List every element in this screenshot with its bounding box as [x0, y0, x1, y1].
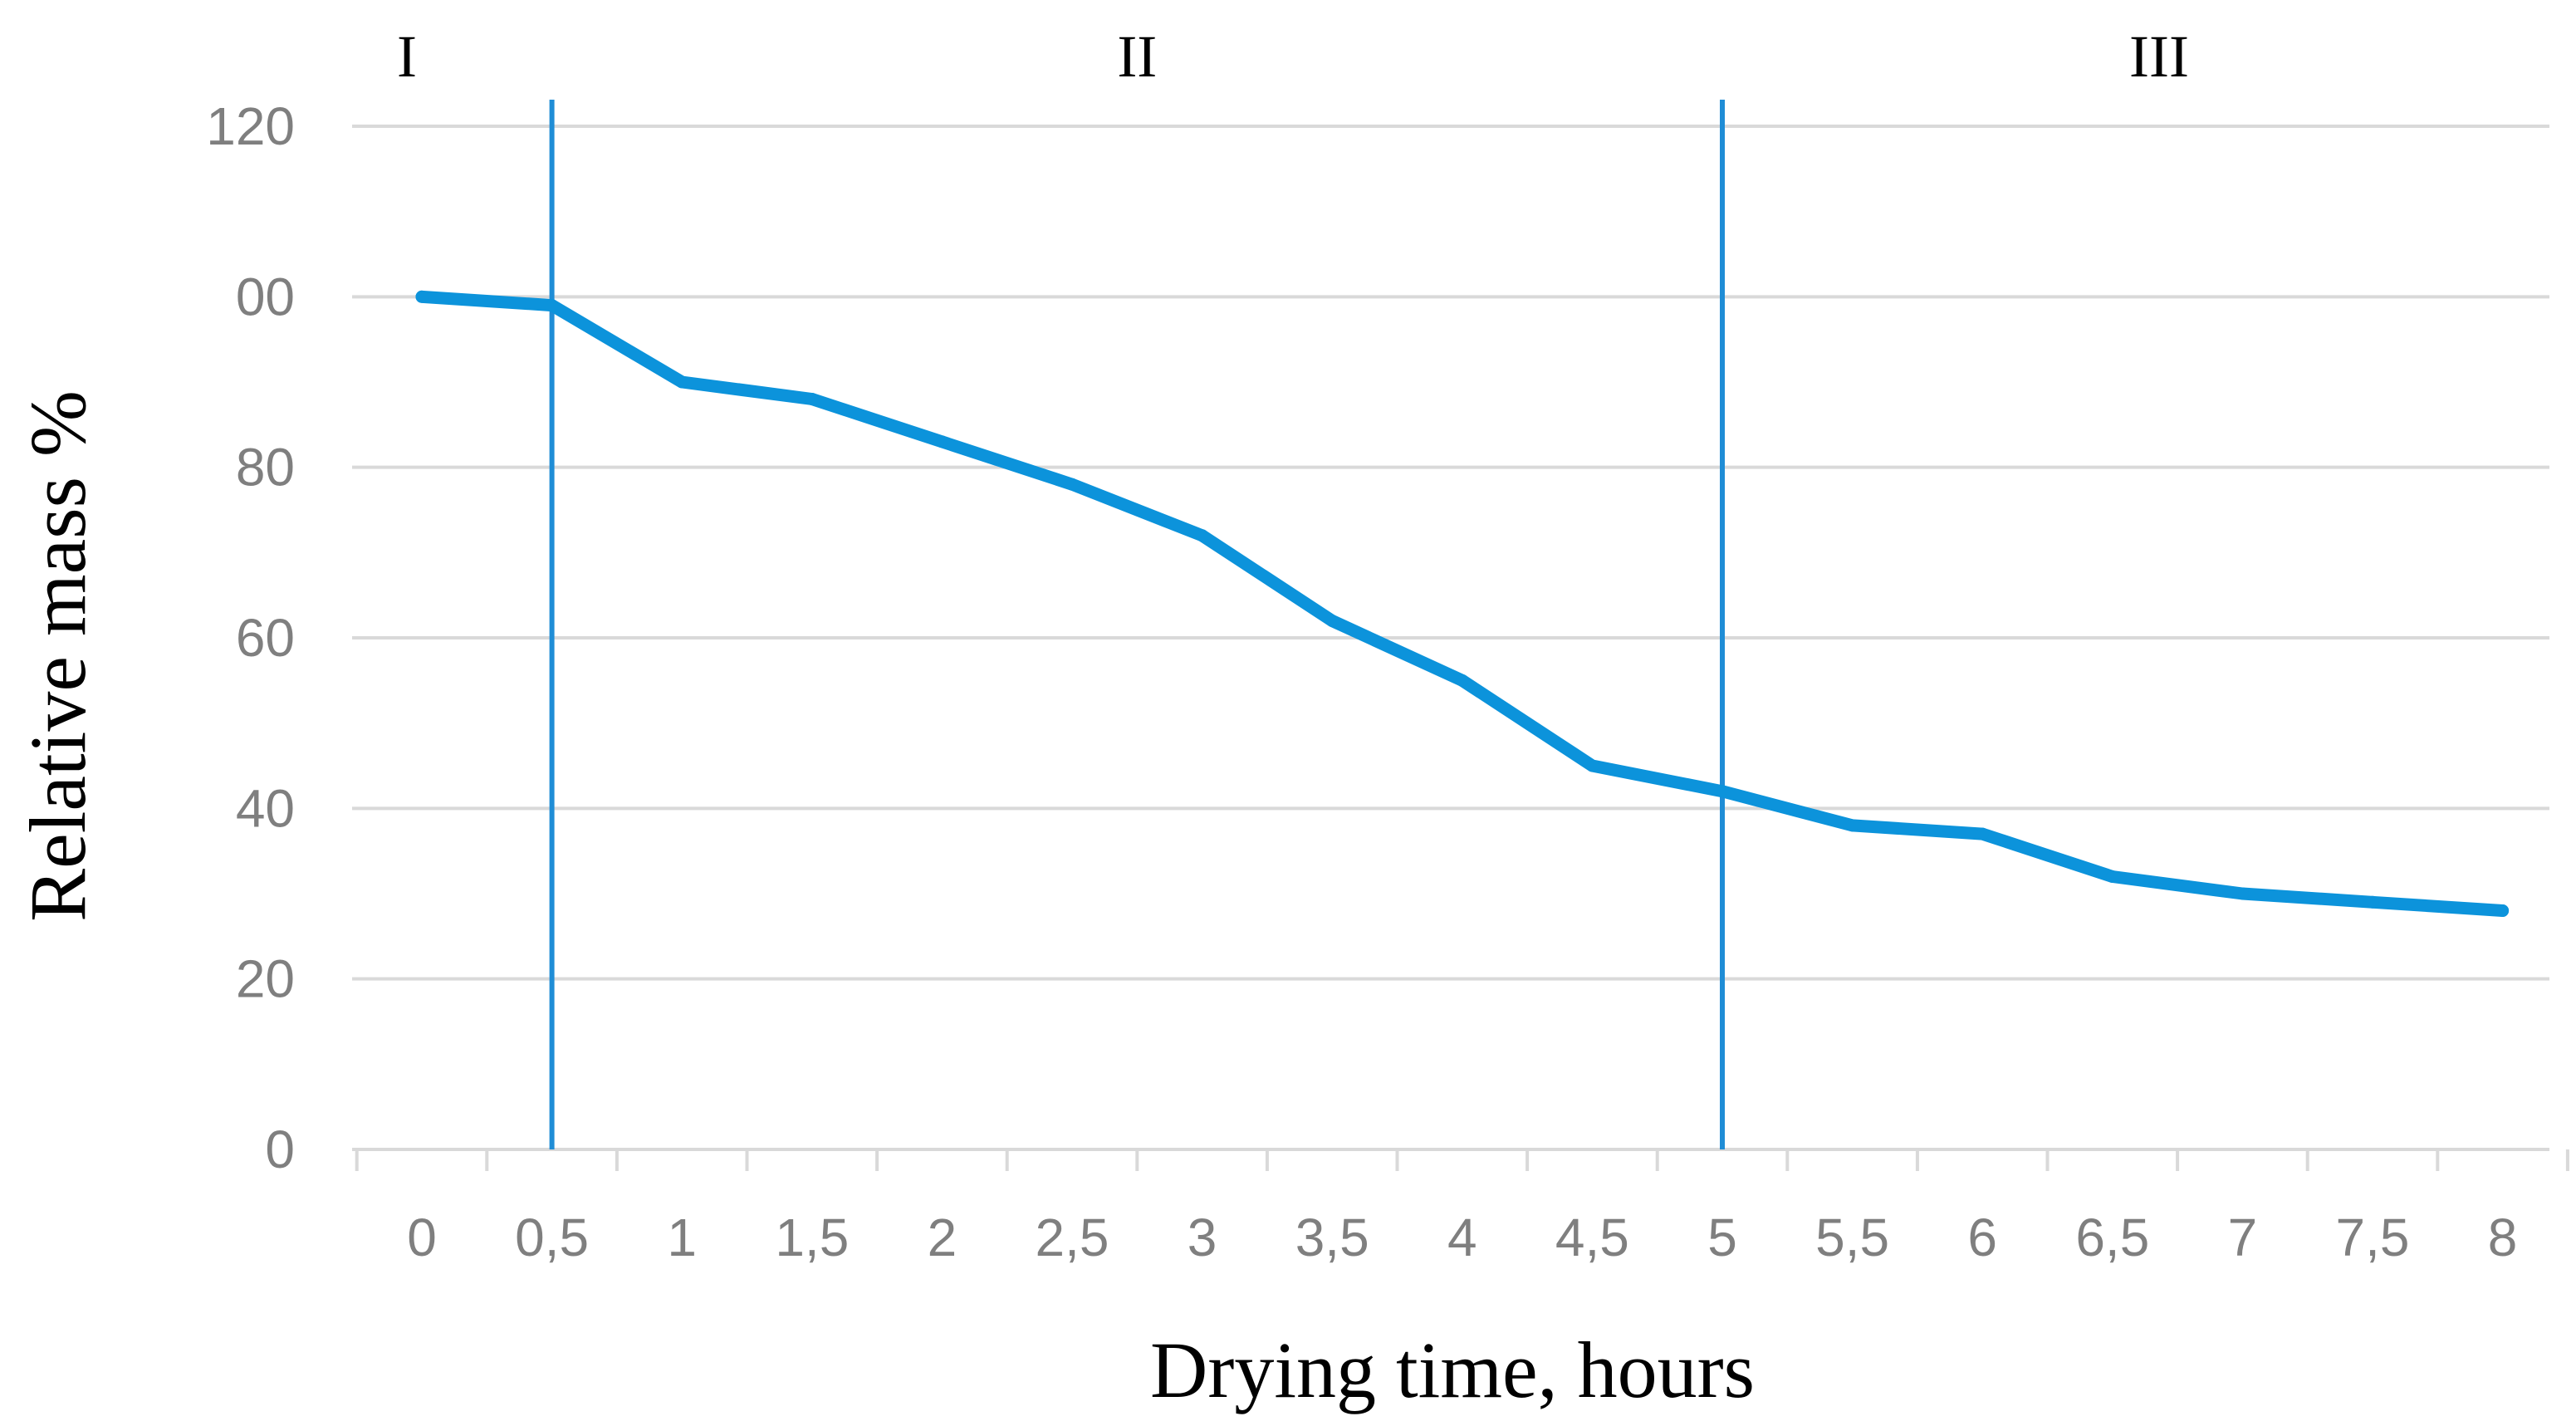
data-point [935, 435, 948, 448]
x-tick-label: 1 [667, 1208, 697, 1267]
x-tick-label: 5 [1707, 1208, 1737, 1267]
y-tick-label: 80 [236, 438, 295, 497]
gridlines [352, 125, 2549, 981]
y-tick-label: 120 [206, 96, 295, 156]
region-label: III [2129, 23, 2189, 90]
y-tick-label: 00 [236, 267, 295, 326]
y-tick-label: 60 [236, 608, 295, 668]
y-tick-label: 40 [236, 778, 295, 838]
data-point [2496, 904, 2510, 918]
x-axis-title: Drying time, hours [1150, 1326, 1755, 1414]
tick-labels: 0 20 40 60 80 00 120 0 0,5 1 1,5 2 2,5 3 3,5 4 4,5 5 5,5 6 6… [206, 96, 2517, 1267]
x-tick-label: 2,5 [1036, 1208, 1109, 1267]
x-tick-label: 0,5 [515, 1208, 589, 1267]
data-point [675, 375, 688, 389]
data-point [1976, 827, 1989, 840]
x-tick-label: 3,5 [1295, 1208, 1369, 1267]
region-label: I [397, 23, 417, 90]
x-tick-label: 7 [2228, 1208, 2258, 1267]
data-point [1325, 614, 1339, 627]
region-label: II [1117, 23, 1157, 90]
data-point [806, 393, 819, 406]
data-point [1846, 819, 1859, 832]
x-tick-label: 4,5 [1555, 1208, 1629, 1267]
region-dividers [549, 100, 1725, 1149]
data-point [1716, 785, 1729, 798]
data-point [1456, 674, 1469, 687]
data-point [1585, 759, 1599, 772]
x-tick-label: 5,5 [1815, 1208, 1889, 1267]
x-tick-label: 2 [928, 1208, 957, 1267]
data-point [1196, 529, 1209, 542]
data-point [2236, 887, 2249, 900]
data-point [2106, 870, 2119, 883]
data-point [1065, 478, 1079, 491]
y-tick-label: 20 [236, 949, 295, 1009]
x-tick-label: 8 [2488, 1208, 2518, 1267]
x-tick-label: 6,5 [2075, 1208, 2149, 1267]
series-layer [415, 290, 2510, 918]
region-labels: I II III [397, 23, 2189, 90]
y-tick-label: 0 [265, 1120, 295, 1179]
x-tick-label: 0 [407, 1208, 437, 1267]
series-line [415, 290, 2510, 917]
data-point [546, 299, 559, 312]
data-point [415, 290, 429, 303]
x-axis [352, 1148, 2569, 1171]
x-tick-label: 1,5 [775, 1208, 849, 1267]
x-tick-label: 6 [1967, 1208, 1997, 1267]
data-point [2366, 895, 2379, 909]
x-tick-label: 7,5 [2336, 1208, 2410, 1267]
x-tick-label: 4 [1447, 1208, 1477, 1267]
y-axis-title: Relative mass % [13, 390, 102, 922]
x-tick-label: 3 [1188, 1208, 1217, 1267]
